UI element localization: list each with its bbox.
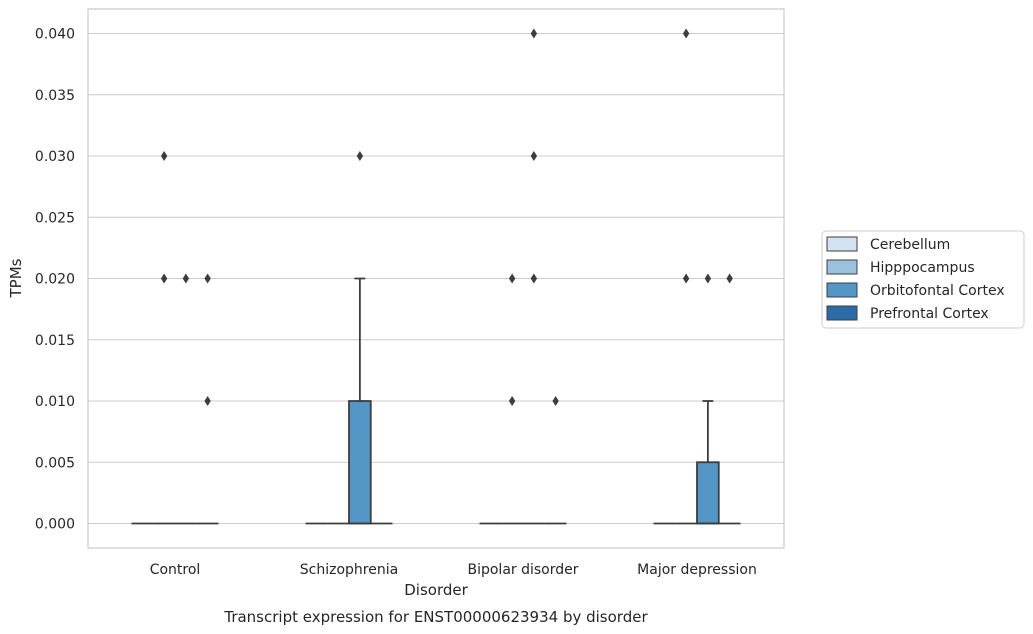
legend-swatch (826, 236, 858, 252)
outlier-point (160, 273, 168, 284)
legend-swatch (826, 259, 858, 275)
outlier-point (508, 396, 516, 406)
y-tick-label: 0.015 (35, 333, 75, 349)
box-body (348, 400, 372, 525)
outlier-point (204, 273, 211, 284)
chart-caption: Transcript expression for ENST0000062393… (223, 608, 648, 626)
y-tick-label: 0.005 (35, 455, 75, 471)
legend-frame (821, 230, 1025, 329)
box-orbitofontal-cortex (348, 277, 372, 525)
legend-swatch (826, 305, 858, 321)
x-axis-ticks: Control Schizophrenia Bipolar disorder Majo… (150, 562, 757, 578)
y-tick-label: 0.000 (35, 517, 75, 533)
y-tick-label: 0.025 (35, 210, 75, 226)
outlier-point (530, 151, 538, 161)
y-tick-label: 0.035 (35, 88, 75, 104)
x-tick-label: Schizophrenia (300, 562, 398, 578)
legend-entry: Cerebellum (870, 237, 950, 253)
y-tick-label: 0.040 (35, 27, 75, 43)
outlier-point (552, 396, 559, 406)
legend-entry: Prefrontal Cortex (870, 306, 989, 322)
outlier-point (682, 273, 690, 284)
y-tick-label: 0.030 (35, 149, 75, 165)
outlier-point (726, 273, 733, 284)
plot-area-frame (87, 8, 785, 549)
y-gridlines (88, 32, 784, 525)
outlier-point (530, 273, 538, 284)
y-axis-ticks: 0.000 0.005 0.010 0.015 0.020 0.025 0.030 0.035… (35, 27, 75, 533)
outlier-point (508, 273, 516, 284)
x-axis-label: Disorder (404, 581, 468, 599)
legend: Cerebellum Hipppocampus Orbitofontal Corte… (821, 230, 1025, 329)
y-tick-label: 0.020 (35, 272, 75, 288)
legend-swatch (826, 282, 858, 298)
x-tick-label: Major depression (637, 562, 757, 578)
legend-entry: Orbitofontal Cortex (870, 283, 1005, 299)
y-axis-label: TPMs (7, 258, 25, 298)
box-body (696, 461, 720, 525)
outlier-point (182, 273, 190, 284)
outlier-point (204, 396, 211, 406)
box-series (131, 277, 741, 525)
outlier-points (160, 28, 733, 406)
outlier-point (356, 151, 364, 161)
legend-entry: Hipppocampus (870, 260, 975, 276)
y-tick-label: 0.010 (35, 394, 75, 410)
x-tick-label: Bipolar disorder (467, 562, 578, 578)
box-orbitofontal-cortex (696, 400, 720, 525)
x-tick-label: Control (150, 562, 201, 578)
outlier-point (530, 28, 538, 39)
outlier-point (160, 151, 168, 161)
outlier-point (704, 273, 712, 284)
outlier-point (682, 28, 690, 39)
